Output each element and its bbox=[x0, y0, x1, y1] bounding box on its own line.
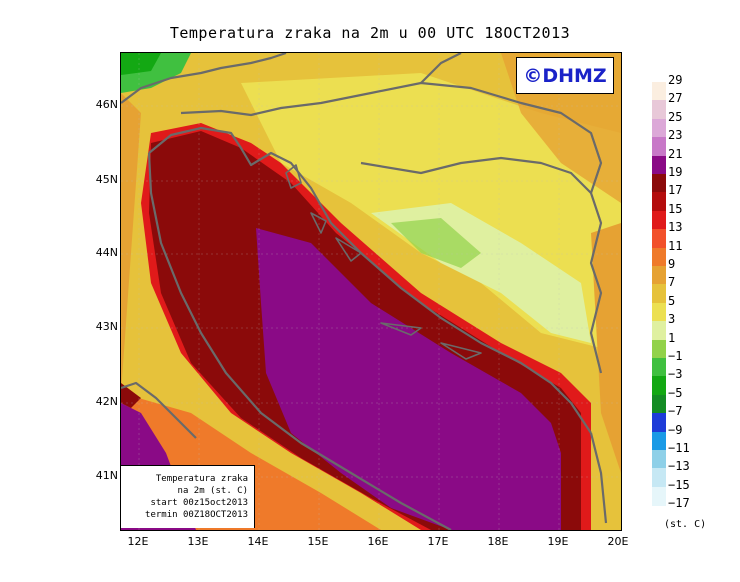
colorbar-label: 21 bbox=[668, 146, 683, 161]
colorbar-swatch bbox=[652, 413, 666, 433]
colorbar-swatch bbox=[652, 468, 666, 488]
colorbar-label: 17 bbox=[668, 183, 683, 198]
colorbar-swatch bbox=[652, 82, 666, 101]
colorbar-label: −11 bbox=[668, 441, 690, 455]
colorbar-label: −9 bbox=[668, 422, 683, 437]
info-line-1: Temperatura zraka bbox=[155, 474, 248, 484]
colorbar-swatch bbox=[652, 137, 666, 157]
lon-label-12e: 12E bbox=[127, 535, 149, 548]
colorbar-label: −13 bbox=[668, 459, 690, 474]
colorbar-label: −17 bbox=[668, 496, 690, 511]
colorbar-label: −7 bbox=[668, 404, 683, 419]
lon-label-15e: 15E bbox=[307, 535, 329, 548]
colorbar-label: −5 bbox=[668, 385, 683, 400]
colorbar-label: 19 bbox=[668, 165, 683, 179]
dhmz-logo: ©DHMZ bbox=[516, 57, 614, 94]
colorbar-label: 9 bbox=[668, 257, 676, 271]
lat-label-41n: 41N bbox=[95, 469, 118, 482]
colorbar-label: −3 bbox=[668, 367, 683, 382]
colorbar-swatch bbox=[652, 266, 666, 285]
colorbar-swatch bbox=[652, 192, 666, 212]
lat-label-42n: 42N bbox=[95, 395, 118, 408]
colorbar-swatch bbox=[652, 486, 666, 506]
colorbar-swatch bbox=[652, 376, 666, 396]
info-line-3: start 00z15oct2013 bbox=[150, 498, 248, 508]
colorbar-swatch bbox=[652, 118, 666, 138]
colorbar-swatch bbox=[652, 284, 666, 304]
colorbar-label: 13 bbox=[668, 220, 683, 235]
lat-label-45n: 45N bbox=[95, 173, 118, 186]
colorbar-label: 11 bbox=[668, 238, 683, 253]
colorbar-swatch bbox=[652, 450, 666, 469]
lon-label-18e: 18E bbox=[487, 535, 509, 548]
colorbar-unit: (st. C) bbox=[664, 519, 707, 530]
colorbar-label: 3 bbox=[668, 312, 676, 327]
temperature-map bbox=[120, 52, 622, 531]
colorbar-label: −1 bbox=[668, 349, 683, 363]
colorbar-swatch bbox=[652, 100, 666, 120]
colorbar-label: 29 bbox=[668, 73, 683, 87]
lon-label-20e: 20E bbox=[607, 535, 629, 548]
colorbar-swatch bbox=[652, 302, 666, 322]
colorbar-label: 27 bbox=[668, 91, 683, 106]
colorbar-label: −15 bbox=[668, 477, 690, 492]
colorbar-label: 15 bbox=[668, 201, 683, 216]
colorbar-swatch bbox=[652, 247, 666, 267]
lat-label-43n: 43N bbox=[95, 320, 118, 333]
map-canvas bbox=[121, 53, 621, 530]
colorbar-swatch bbox=[652, 210, 666, 230]
colorbar-swatch bbox=[652, 394, 666, 414]
colorbar-swatch bbox=[652, 155, 666, 175]
colorbar-swatch bbox=[652, 174, 666, 193]
info-line-4: termin 00Z18OCT2013 bbox=[145, 510, 248, 520]
info-box: Temperatura zraka na 2m (st. C) start 00… bbox=[121, 465, 255, 528]
colorbar-swatch bbox=[652, 229, 666, 249]
colorbar-label: 23 bbox=[668, 128, 683, 143]
colorbar-swatch bbox=[652, 339, 666, 359]
map-title: Temperatura zraka na 2m u 00 UTC 18OCT20… bbox=[169, 24, 571, 42]
colorbar-label: 25 bbox=[668, 109, 683, 124]
lat-label-44n: 44N bbox=[95, 246, 118, 259]
lon-label-13e: 13E bbox=[187, 535, 209, 548]
lon-label-14e: 14E bbox=[247, 535, 269, 548]
lon-label-17e: 17E bbox=[427, 535, 449, 548]
colorbar-label: 7 bbox=[668, 275, 676, 290]
lat-label-46n: 46N bbox=[95, 98, 118, 111]
colorbar-swatch bbox=[652, 321, 666, 341]
colorbar-label: 5 bbox=[668, 293, 676, 308]
colorbar-label: 1 bbox=[668, 330, 676, 345]
lon-label-16e: 16E bbox=[367, 535, 389, 548]
lon-label-19e: 19E bbox=[547, 535, 569, 548]
colorbar-swatch bbox=[652, 358, 666, 377]
colorbar-swatch bbox=[652, 431, 666, 451]
info-line-2: na 2m (st. C) bbox=[177, 486, 248, 496]
